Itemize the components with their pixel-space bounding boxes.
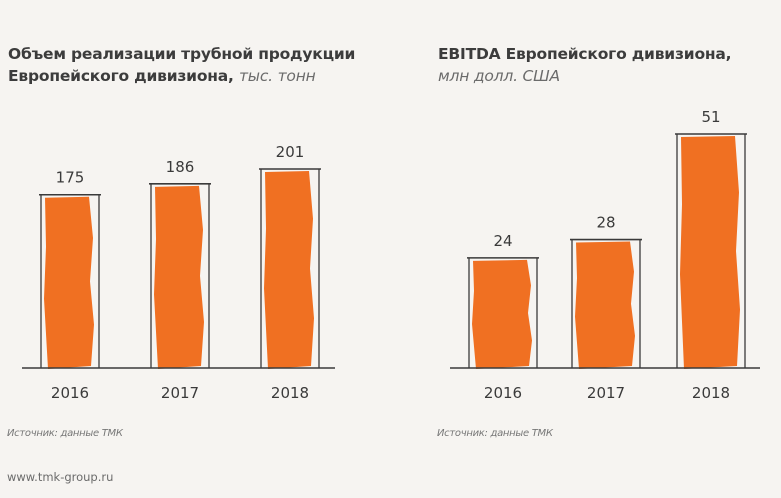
source-note: Источник: данные ТМК bbox=[7, 428, 123, 439]
bar-group bbox=[259, 168, 321, 369]
source-note: Источник: данные ТМК bbox=[437, 428, 553, 439]
chart-unit: млн долл. США bbox=[438, 67, 560, 85]
bar bbox=[472, 259, 532, 369]
title-line-1: EBITDA Европейского дивизиона, bbox=[438, 45, 732, 63]
data-label: 28 bbox=[596, 214, 615, 232]
bar bbox=[680, 136, 740, 369]
bar bbox=[44, 196, 94, 369]
website-link[interactable]: www.tmk-group.ru bbox=[7, 470, 114, 484]
bar bbox=[154, 185, 204, 369]
bar-group bbox=[467, 257, 539, 369]
x-tick-label: 2017 bbox=[161, 384, 199, 402]
chart-unit: тыс. тонн bbox=[238, 67, 316, 85]
data-label: 186 bbox=[166, 158, 195, 176]
x-tick-label: 2016 bbox=[51, 384, 89, 402]
x-tick-label: 2016 bbox=[484, 384, 522, 402]
bar-group bbox=[675, 133, 747, 369]
bar-group bbox=[39, 193, 101, 369]
bar bbox=[264, 171, 314, 369]
x-tick-label: 2018 bbox=[271, 384, 309, 402]
bar-chart-ebitda: 24 2016 28 2017 51 2018 bbox=[450, 108, 760, 402]
title-line-2: Европейского дивизиона, bbox=[8, 67, 234, 85]
bar bbox=[575, 241, 635, 369]
bar-group bbox=[149, 183, 211, 369]
bar-chart-sales: 175 2016 186 2017 201 2018 bbox=[22, 143, 335, 402]
bar-group bbox=[570, 238, 642, 369]
title-line-1: Объем реализации трубной продукции bbox=[8, 45, 356, 63]
x-tick-label: 2017 bbox=[587, 384, 625, 402]
data-label: 175 bbox=[56, 169, 85, 187]
chart-title-sales: Объем реализации трубной продукции Европ… bbox=[8, 43, 355, 87]
data-label: 201 bbox=[276, 143, 305, 161]
chart-panel-ebitda: EBITDA Европейского дивизиона, млн долл.… bbox=[430, 0, 781, 498]
x-tick-label: 2018 bbox=[692, 384, 730, 402]
chart-panel-sales: Объем реализации трубной продукции Европ… bbox=[0, 0, 390, 498]
chart-title-ebitda: EBITDA Европейского дивизиона, млн долл.… bbox=[438, 43, 732, 87]
data-label: 24 bbox=[493, 232, 512, 250]
data-label: 51 bbox=[701, 108, 720, 126]
